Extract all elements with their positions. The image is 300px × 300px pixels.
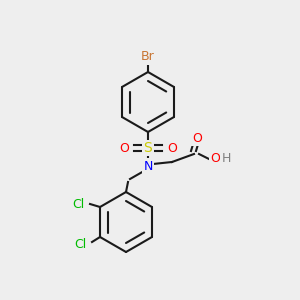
Text: Cl: Cl <box>74 238 86 251</box>
Text: H: H <box>221 152 231 166</box>
Text: Cl: Cl <box>72 197 84 211</box>
Text: O: O <box>167 142 177 154</box>
Text: Br: Br <box>141 50 155 64</box>
Text: N: N <box>143 160 153 172</box>
Text: O: O <box>192 131 202 145</box>
Text: S: S <box>144 141 152 155</box>
Text: O: O <box>119 142 129 154</box>
Text: O: O <box>210 152 220 166</box>
